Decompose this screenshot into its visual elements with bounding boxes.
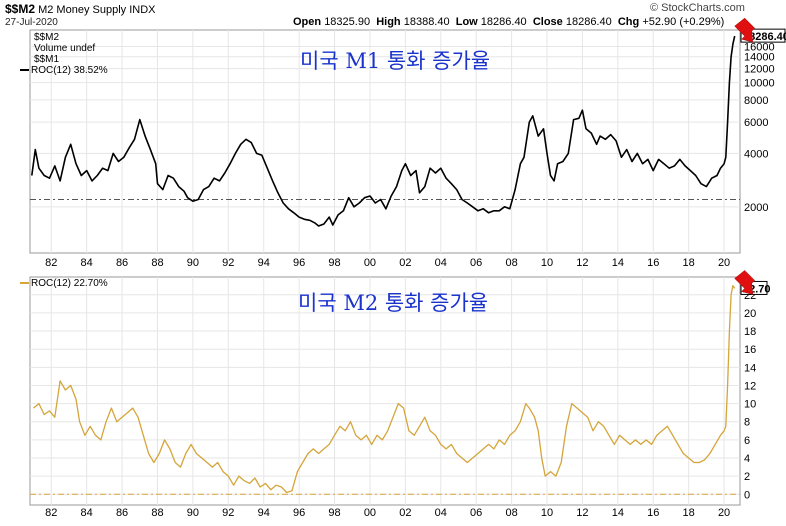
exchange: INDX	[129, 4, 156, 16]
x-tick-label: 12	[576, 257, 588, 269]
legend-entry: $$M2	[34, 32, 59, 43]
x-tick-label: 98	[328, 257, 340, 269]
x-tick-label: 96	[293, 257, 305, 269]
x-tick-label: 86	[116, 257, 128, 269]
low-value: 18286.40	[480, 16, 527, 28]
y-tick-label: 2000	[744, 202, 768, 214]
x-tick-label: 84	[81, 507, 93, 519]
y-tick-label: 6	[744, 435, 750, 447]
x-tick-label: 18	[683, 507, 695, 519]
red-arrow-icon	[734, 270, 756, 295]
symbol: $$M2	[5, 2, 36, 16]
y-tick-label: 8	[744, 417, 750, 429]
y-tick-label: 10000	[744, 78, 775, 90]
legend-entry: $$M1	[34, 54, 59, 65]
y-tick-label: 12000	[744, 64, 775, 76]
x-tick-label: 20	[718, 257, 730, 269]
x-tick-label: 92	[222, 257, 234, 269]
x-tick-label: 16	[647, 507, 659, 519]
high-value: 18388.40	[403, 16, 450, 28]
x-tick-label: 82	[45, 507, 57, 519]
x-tick-label: 20	[718, 507, 730, 519]
y-tick-label: 6000	[744, 117, 768, 129]
x-tick-label: 00	[364, 507, 376, 519]
x-tick-label: 06	[470, 507, 482, 519]
y-tick-label: 0	[744, 489, 750, 501]
open-label: Open	[293, 16, 322, 28]
chart-annotation: 미국 M2 통화 증가율	[298, 291, 488, 315]
ohlc-readout: Open 18325.90 High 18388.40 Low 18286.40…	[293, 16, 724, 28]
x-tick-label: 84	[81, 257, 93, 269]
x-tick-label: 02	[399, 507, 411, 519]
x-tick-label: 94	[258, 257, 270, 269]
series-line-lower	[33, 285, 736, 494]
legend-entry: ROC(12) 22.70%	[31, 278, 108, 289]
x-tick-label: 18	[683, 257, 695, 269]
x-tick-label: 02	[399, 257, 411, 269]
x-tick-label: 82	[45, 257, 57, 269]
y-tick-label: 16	[744, 344, 756, 356]
chart-header-left: $$M2 M2 Money Supply INDX	[5, 2, 155, 16]
y-tick-label: 12	[744, 380, 756, 392]
plot-area-lower	[29, 276, 741, 506]
last-value-label: 18286.40	[743, 31, 786, 43]
series-name: M2 Money Supply	[38, 4, 127, 16]
x-tick-label: 04	[435, 257, 447, 269]
x-tick-label: 14	[612, 257, 624, 269]
y-tick-label: 2	[744, 471, 750, 483]
series-line-upper	[31, 35, 736, 227]
red-arrow-icon	[734, 17, 756, 43]
chg-label: Chg	[617, 16, 640, 28]
y-tick-label: 14000	[744, 52, 775, 64]
chart-date: 27-Jul-2020	[5, 17, 58, 28]
low-label: Low	[455, 16, 478, 28]
close-value: 18286.40	[565, 16, 612, 28]
y-tick-label: 20	[744, 308, 756, 320]
x-tick-label: 14	[612, 507, 624, 519]
x-tick-label: 88	[151, 507, 163, 519]
y-tick-label: 10	[744, 399, 756, 411]
x-tick-label: 06	[470, 257, 482, 269]
x-tick-label: 98	[328, 507, 340, 519]
chg-value: +52.90 (+0.29%)	[642, 16, 725, 28]
x-tick-label: 86	[116, 507, 128, 519]
x-tick-label: 08	[505, 507, 517, 519]
x-tick-label: 94	[258, 507, 270, 519]
x-tick-label: 04	[435, 507, 447, 519]
x-tick-label: 08	[505, 257, 517, 269]
y-tick-label: 8000	[744, 95, 768, 107]
y-tick-label: 4	[744, 453, 750, 465]
legend-entry: ROC(12) 38.52%	[31, 65, 108, 76]
x-tick-label: 16	[647, 257, 659, 269]
chart-annotation: 미국 M1 통화 증가율	[300, 49, 490, 73]
x-tick-label: 90	[187, 257, 199, 269]
high-label: High	[376, 16, 401, 28]
y-tick-label: 16000	[744, 41, 775, 53]
x-tick-label: 12	[576, 507, 588, 519]
x-tick-label: 00	[364, 257, 376, 269]
x-tick-label: 96	[293, 507, 305, 519]
y-tick-label: 14	[744, 362, 756, 374]
close-label: Close	[532, 16, 563, 28]
legend-entry: Volume undef	[34, 43, 95, 54]
copyright: © StockCharts.com	[650, 2, 745, 14]
y-tick-label: 18	[744, 326, 756, 338]
x-tick-label: 90	[187, 507, 199, 519]
y-tick-label: 4000	[744, 148, 768, 160]
x-tick-label: 92	[222, 507, 234, 519]
x-tick-label: 10	[541, 257, 553, 269]
plot-area-upper	[29, 29, 741, 254]
open-value: 18325.90	[324, 16, 371, 28]
x-tick-label: 10	[541, 507, 553, 519]
x-tick-label: 88	[151, 257, 163, 269]
